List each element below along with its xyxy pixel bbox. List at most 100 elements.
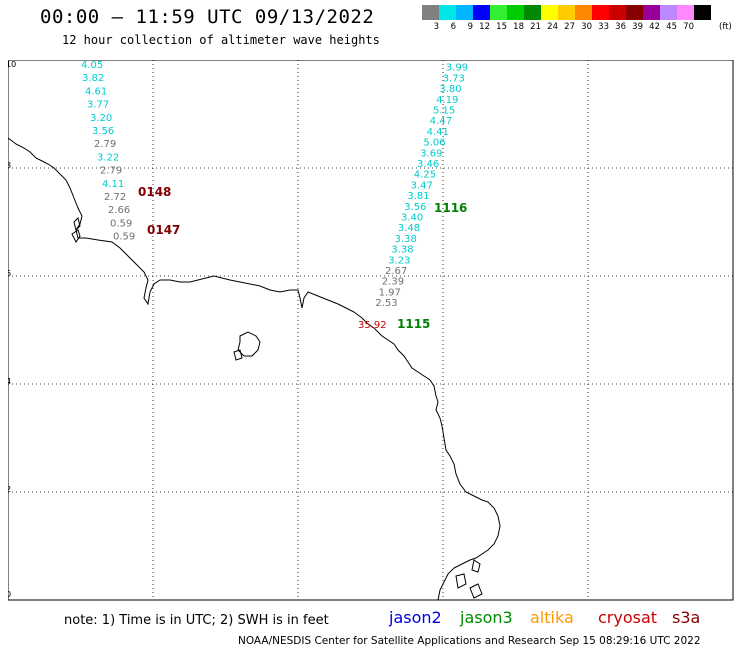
wave-height-value: 4.11 — [102, 179, 124, 190]
scale-swatch-label: 70 — [683, 22, 694, 32]
mission-legend-item: altika — [530, 608, 574, 627]
wave-height-value: 4.61 — [85, 86, 107, 97]
lat-tick-label: 2 — [8, 485, 11, 494]
scale-swatch: 15 — [490, 5, 507, 32]
wave-height-value: 3.40 — [401, 213, 423, 224]
wave-height-value: 5.15 — [433, 106, 455, 117]
wave-height-value: 0.59 — [110, 218, 132, 229]
scale-swatch-label: 24 — [547, 22, 558, 32]
scale-swatch: 42 — [643, 5, 660, 32]
pass-time-label: 0147 — [147, 223, 180, 237]
scale-swatch-label: 36 — [615, 22, 626, 32]
map-title: 00:00 – 11:59 UTC 09/13/2022 — [40, 6, 375, 28]
wave-height-value: 4.25 — [414, 170, 436, 181]
wave-height-value: 2.79 — [94, 139, 116, 150]
wave-height-value: 3.73 — [443, 73, 465, 84]
wave-height-value: 3.23 — [388, 255, 410, 266]
scale-swatch: 39 — [626, 5, 643, 32]
scale-swatch-label: 21 — [530, 22, 541, 32]
scale-swatch-label: 3 — [433, 22, 439, 32]
scale-swatch-label: 9 — [467, 22, 473, 32]
scale-swatch: 27 — [558, 5, 575, 32]
wave-height-value: 3.56 — [404, 202, 426, 213]
scale-swatch: 33 — [592, 5, 609, 32]
lat-tick-label: 4 — [8, 377, 11, 386]
wave-height-value: 2.66 — [108, 205, 130, 216]
scale-swatch: 18 — [507, 5, 524, 32]
scale-swatch-label: 6 — [450, 22, 456, 32]
wave-height-value: 1.97 — [379, 287, 401, 298]
lat-lon-grid — [8, 60, 733, 600]
pass-time-label: 1116 — [434, 201, 467, 215]
wave-height-value: 4.28 — [449, 60, 471, 63]
wave-height-value: 35.92 — [358, 320, 387, 331]
scale-swatch-label: 33 — [598, 22, 609, 32]
wave-height-value: 4.41 — [427, 127, 449, 138]
wave-height-value: 3.22 — [97, 152, 119, 163]
wave-height-value: 3.56 — [92, 126, 114, 137]
wave-height-value: 3.48 — [398, 223, 420, 234]
wave-height-value: 2.53 — [375, 298, 397, 309]
wave-height-value: 3.47 — [411, 180, 433, 191]
scale-swatch: 36 — [609, 5, 626, 32]
lat-tick-label: 0 — [8, 590, 11, 599]
scale-swatch-label: 12 — [479, 22, 490, 32]
wave-height-value: 2.79 — [100, 166, 122, 177]
scale-swatch: 45 — [660, 5, 677, 32]
scale-swatch: 30 — [575, 5, 592, 32]
scale-swatch — [694, 5, 711, 20]
wave-height-value: 3.46 — [417, 159, 439, 170]
mission-legend-item: jason3 — [460, 608, 513, 627]
scale-swatch-label: 18 — [513, 22, 524, 32]
scale-swatch: 70 — [677, 5, 694, 32]
scale-swatch-label: 42 — [649, 22, 660, 32]
mission-legend-item: s3a — [672, 608, 701, 627]
scale-swatch: 12 — [473, 5, 490, 32]
wave-height-value: 2.72 — [104, 192, 126, 203]
pass-time-label: 1115 — [397, 317, 430, 331]
scale-swatch-label: 30 — [581, 22, 592, 32]
footer-credit: NOAA/NESDIS Center for Satellite Applica… — [238, 635, 701, 647]
coastline — [8, 137, 501, 601]
pass-time-label: 0148 — [138, 185, 171, 199]
island-shape — [237, 331, 261, 357]
wave-height-value: 3.38 — [391, 245, 413, 256]
wave-height-value: 0.59 — [113, 232, 135, 243]
map-subtitle: 12 hour collection of altimeter wave hei… — [62, 33, 380, 47]
left-track-values: 4.05 3.82 4.61 3.77 3.20 3.56 2.79 3.22 2.79 4.11… — [81, 60, 135, 243]
wave-height-value: 3.77 — [87, 100, 109, 111]
wave-height-value: 2.67 — [385, 266, 407, 277]
scale-swatch-label: 15 — [496, 22, 507, 32]
wave-height-value: 3.20 — [90, 113, 112, 124]
scale-swatch: 6 — [439, 5, 456, 32]
mission-legend-item: jason2 — [389, 608, 442, 627]
wave-height-value: 5.06 — [423, 138, 445, 149]
wave-height-color-scale: 3 6 9 12 15 18 21 24 27 30 33 36 39 42 45 70 — [422, 5, 711, 32]
map-frame — [8, 60, 734, 601]
wave-height-value: 4.05 — [81, 60, 103, 71]
wave-height-value: 3.99 — [446, 63, 468, 74]
scale-unit-label: (ft) — [719, 22, 732, 32]
island-shape-small — [233, 349, 243, 361]
scale-swatch-label: 27 — [564, 22, 575, 32]
wave-height-value: 3.38 — [395, 234, 417, 245]
axis-labels: -60-57-54-51-48-450246810 — [8, 60, 16, 599]
scale-swatch: 24 — [541, 5, 558, 32]
lat-tick-label: 10 — [8, 60, 16, 69]
wave-height-value: 3.80 — [439, 84, 461, 95]
wave-height-value: 3.81 — [407, 191, 429, 202]
wave-height-value: 4.19 — [436, 95, 458, 106]
wave-height-value: 2.39 — [382, 277, 404, 288]
scale-swatch-label: 39 — [632, 22, 643, 32]
lat-tick-label: 8 — [8, 161, 11, 170]
wave-height-value: 4.47 — [430, 116, 452, 127]
scale-swatch-label: 45 — [666, 22, 677, 32]
wave-height-value: 3.69 — [420, 148, 442, 159]
right-track-values: 4.283.993.733.804.195.154.474.415.063.69… — [358, 60, 471, 331]
scale-swatch: 21 — [524, 5, 541, 32]
wave-height-value: 3.82 — [82, 73, 104, 84]
footer-note: note: 1) Time is in UTC; 2) SWH is in fe… — [64, 613, 329, 628]
altimeter-map: -60-57-54-51-48-450246810 4.053.824.613.… — [8, 60, 734, 601]
mission-legend-item: cryosat — [598, 608, 658, 627]
